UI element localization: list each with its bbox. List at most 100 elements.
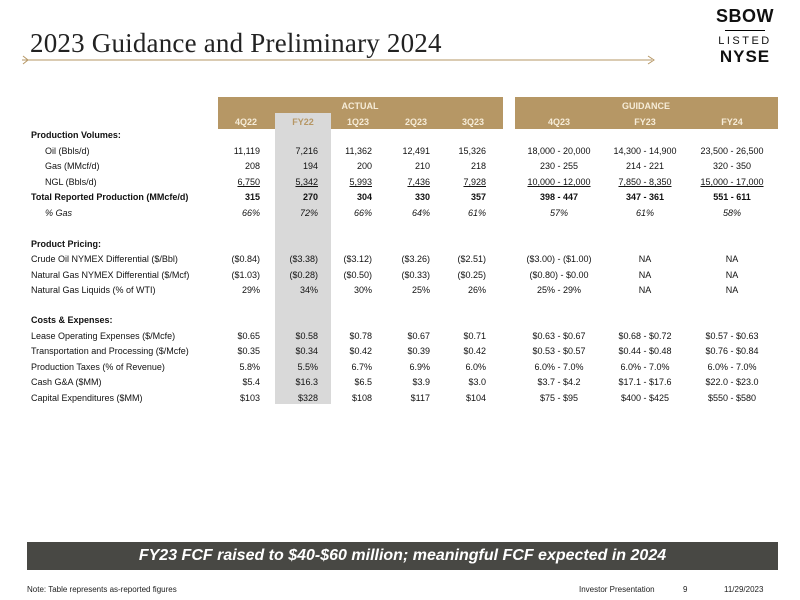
table-cell: 72% xyxy=(299,208,318,218)
table-cell: 25% xyxy=(411,285,430,295)
table-cell: $0.44 - $0.48 xyxy=(618,346,672,356)
table-cell: ($0.50) xyxy=(343,270,372,280)
table-row: Crude Oil NYMEX Differential ($/Bbl) ($0.… xyxy=(0,254,800,268)
table-cell: 6.7% xyxy=(351,362,372,372)
table-cell: 10,000 - 12,000 xyxy=(527,177,591,187)
table-cell: 6,750 xyxy=(237,177,260,187)
table-cell: 6.0% - 7.0% xyxy=(534,362,584,372)
column-header: FY24 xyxy=(721,117,743,127)
table-cell: $0.65 xyxy=(237,331,260,341)
fy22-column-highlight xyxy=(275,110,331,404)
logo-ticker: SBOW xyxy=(716,6,774,26)
table-cell: $550 - $580 xyxy=(707,393,757,403)
table-row: Oil (Bbls/d) 11,119 7,216 11,362 12,491 15,32… xyxy=(0,146,800,160)
table-cell: $0.42 xyxy=(463,346,486,356)
column-header: 3Q23 xyxy=(461,117,485,127)
table-cell: 34% xyxy=(299,285,318,295)
row-label: Lease Operating Expenses ($/Mcfe) xyxy=(31,331,176,341)
table-cell: $3.0 xyxy=(468,377,486,387)
table-cell: 58% xyxy=(722,208,742,218)
table-cell: 5,993 xyxy=(349,177,372,187)
table-cell: $328 xyxy=(297,393,318,403)
row-label: Oil (Bbls/d) xyxy=(45,146,90,156)
row-label: Gas (MMcf/d) xyxy=(45,161,100,171)
table-cell: 6.0% - 7.0% xyxy=(620,362,670,372)
table-cell: ($3.26) xyxy=(401,254,430,264)
table-cell: 230 - 255 xyxy=(539,161,579,171)
fy22-header-highlight xyxy=(275,113,331,129)
table-cell: NA xyxy=(638,254,652,264)
table-cell: 270 xyxy=(302,192,318,202)
table-cell: 23,500 - 26,500 xyxy=(700,146,764,156)
table-cell: ($3.38) xyxy=(289,254,318,264)
table-cell: 315 xyxy=(244,192,260,202)
table-row: Lease Operating Expenses ($/Mcfe) $0.65 $0… xyxy=(0,331,800,345)
table-cell: 66% xyxy=(241,208,260,218)
logo-divider xyxy=(725,30,765,31)
table-cell: 26% xyxy=(467,285,486,295)
table-cell: NA xyxy=(725,285,739,295)
logo-listed: LISTED xyxy=(718,35,772,47)
table-cell: 7,928 xyxy=(463,177,486,187)
table-cell: 6.0% xyxy=(465,362,486,372)
table-row: Cash G&A ($MM) $5.4 $16.3 $6.5 $3.9 $3.0 $3.7 … xyxy=(0,377,800,391)
table-cell: ($0.25) xyxy=(457,270,486,280)
table-cell: $0.34 xyxy=(295,346,318,356)
table-cell: $0.58 xyxy=(295,331,318,341)
table-cell: ($1.03) xyxy=(231,270,260,280)
table-cell: $0.39 xyxy=(407,346,430,356)
table-cell: 29% xyxy=(241,285,260,295)
table-cell: ($3.00) - ($1.00) xyxy=(526,254,592,264)
table-cell: 30% xyxy=(353,285,372,295)
table-cell: NA xyxy=(638,285,652,295)
table-cell: 57% xyxy=(549,208,569,218)
section-title: Costs & Expenses: xyxy=(31,315,113,325)
table-cell: 14,300 - 14,900 xyxy=(613,146,677,156)
table-cell: NA xyxy=(725,254,739,264)
table-cell: $108 xyxy=(351,393,372,403)
table-cell: $117 xyxy=(410,393,430,403)
table-row: Natural Gas NYMEX Differential ($/Mcf) ($… xyxy=(0,270,800,284)
row-label: % Gas xyxy=(45,208,73,218)
table-cell: 64% xyxy=(411,208,430,218)
table-cell: 7,850 - 8,350 xyxy=(618,177,672,187)
row-label: Natural Gas Liquids (% of WTI) xyxy=(31,285,156,295)
table-cell: $0.63 - $0.67 xyxy=(532,331,586,341)
table-cell: 304 xyxy=(356,192,372,202)
table-cell: NA xyxy=(725,270,739,280)
table-cell: $22.0 - $23.0 xyxy=(705,377,759,387)
table-cell: 7,216 xyxy=(295,146,318,156)
table-cell: $400 - $425 xyxy=(620,393,670,403)
sbow-nyse-logo: SBOW LISTED NYSE xyxy=(705,6,785,67)
row-label: Transportation and Processing ($/Mcfe) xyxy=(31,346,189,356)
table-row: NGL (Bbls/d) 6,750 5,342 5,993 7,436 7,928 10,… xyxy=(0,177,800,191)
table-cell: $103 xyxy=(239,393,260,403)
section-title: Production Volumes: xyxy=(31,130,121,140)
table-cell: 5.8% xyxy=(239,362,260,372)
table-cell: NA xyxy=(638,270,652,280)
table-cell: 330 xyxy=(414,192,430,202)
table-cell: $17.1 - $17.6 xyxy=(618,377,672,387)
footer-note: Note: Table represents as-reported figur… xyxy=(27,585,177,594)
column-header: 4Q22 xyxy=(234,117,258,127)
table-cell: $0.67 xyxy=(407,331,430,341)
table-cell: 7,436 xyxy=(407,177,430,187)
table-cell: 218 xyxy=(470,161,486,171)
table-row: Gas (MMcf/d) 208 194 200 210 218 230 - 255 214 … xyxy=(0,161,800,175)
table-cell: 25% - 29% xyxy=(536,285,582,295)
table-cell: 12,491 xyxy=(402,146,430,156)
table-cell: 61% xyxy=(467,208,486,218)
table-cell: 357 xyxy=(470,192,486,202)
guidance-header-band xyxy=(515,97,778,129)
table-cell: 61% xyxy=(635,208,655,218)
table-row: Capital Expenditures ($MM) $103 $328 $108 $1… xyxy=(0,393,800,407)
table-cell: ($2.51) xyxy=(457,254,486,264)
row-label: Total Reported Production (MMcfe/d) xyxy=(31,192,189,202)
table-cell: $0.71 xyxy=(463,331,486,341)
table-cell: $5.4 xyxy=(242,377,260,387)
footer-date: 11/29/2023 xyxy=(724,585,764,594)
table-cell: $6.5 xyxy=(354,377,372,387)
table-cell: ($0.80) - $0.00 xyxy=(529,270,589,280)
table-cell: $0.76 - $0.84 xyxy=(705,346,759,356)
table-cell: 11,119 xyxy=(233,146,260,156)
